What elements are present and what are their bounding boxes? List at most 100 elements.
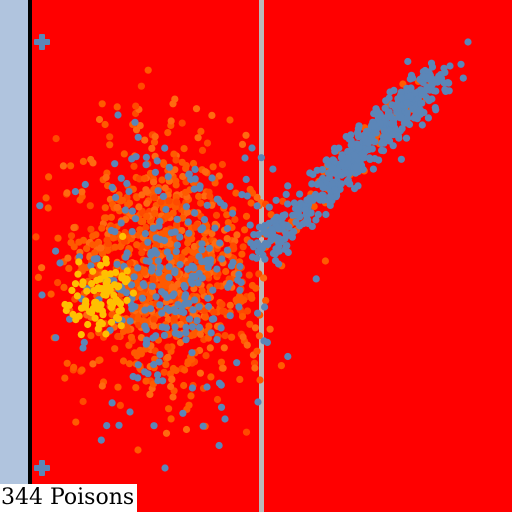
particle: [403, 109, 411, 117]
particle: [115, 421, 123, 429]
particle: [132, 384, 140, 392]
particle: [393, 104, 401, 112]
particle: [246, 320, 254, 328]
particle: [83, 287, 91, 295]
particle: [117, 322, 125, 330]
particle: [277, 362, 285, 370]
particle: [97, 261, 105, 269]
particle: [172, 247, 180, 256]
particle: [200, 216, 209, 224]
particle: [190, 185, 198, 193]
particle: [165, 197, 173, 205]
particle: [101, 120, 109, 129]
particle: [213, 336, 221, 344]
particle: [167, 415, 175, 423]
particle: [156, 263, 164, 271]
particle: [111, 160, 119, 168]
particle: [226, 182, 234, 190]
particle: [183, 208, 192, 216]
particle: [130, 273, 138, 281]
particle: [162, 205, 170, 214]
particle: [388, 120, 396, 128]
particle: [77, 331, 85, 339]
particle: [104, 246, 112, 254]
particle: [198, 287, 206, 295]
particle: [404, 57, 412, 66]
particle: [243, 307, 252, 315]
particle: [155, 358, 163, 366]
particle: [312, 216, 320, 224]
particle: [102, 330, 110, 338]
particle: [431, 104, 439, 112]
particle: [150, 422, 158, 430]
particle: [146, 390, 154, 398]
particle: [210, 315, 218, 323]
particle: [123, 296, 131, 304]
particle: [304, 216, 312, 224]
particle: [89, 267, 97, 275]
particle: [65, 264, 73, 272]
particle: [128, 207, 136, 215]
particle: [158, 288, 166, 296]
particle: [233, 231, 241, 239]
particle: [152, 293, 160, 301]
particle: [218, 300, 226, 308]
particle: [205, 244, 213, 252]
particle: [257, 154, 265, 162]
particle: [207, 373, 215, 381]
particle: [243, 341, 251, 349]
particle: [185, 315, 194, 323]
particle: [190, 242, 198, 251]
particle: [114, 111, 122, 119]
particle: [217, 358, 225, 366]
particle: [32, 233, 40, 241]
particle: [363, 127, 371, 136]
particle: [182, 329, 190, 337]
particle: [369, 165, 377, 173]
particle: [97, 318, 105, 327]
particle: [172, 181, 180, 189]
particle: [355, 122, 363, 130]
particle: [213, 395, 222, 404]
particle: [91, 314, 99, 322]
particle: [273, 213, 281, 221]
particle: [385, 94, 393, 102]
particle: [223, 235, 231, 243]
particle: [125, 187, 133, 196]
particle: [114, 383, 122, 391]
particle: [151, 194, 159, 202]
particle: [457, 60, 465, 68]
particle: [164, 353, 172, 361]
particle: [173, 241, 181, 249]
particle: [260, 227, 268, 235]
particle: [78, 366, 86, 374]
particle: [91, 303, 99, 311]
particle: [285, 223, 293, 231]
particle: [143, 212, 151, 220]
particle: [101, 204, 109, 212]
yellow-particle-cluster: [61, 232, 137, 339]
particle: [113, 313, 121, 322]
particle: [376, 119, 384, 128]
particle: [54, 234, 62, 242]
particle: [242, 428, 251, 436]
particle: [213, 282, 221, 290]
particle: [441, 68, 449, 76]
particle: [241, 226, 249, 234]
particle: [202, 352, 210, 360]
particle: [194, 134, 202, 142]
particle: [406, 92, 414, 100]
left-boundary-strip: [0, 0, 29, 512]
particle: [397, 155, 405, 163]
particle: [137, 82, 145, 90]
particle: [403, 99, 411, 107]
particle: [141, 230, 149, 238]
particle: [126, 317, 134, 325]
particle: [172, 156, 180, 164]
particle: [197, 226, 205, 234]
particle: [354, 182, 362, 190]
particle: [110, 291, 118, 299]
particle: [134, 361, 142, 369]
particle: [169, 292, 177, 300]
